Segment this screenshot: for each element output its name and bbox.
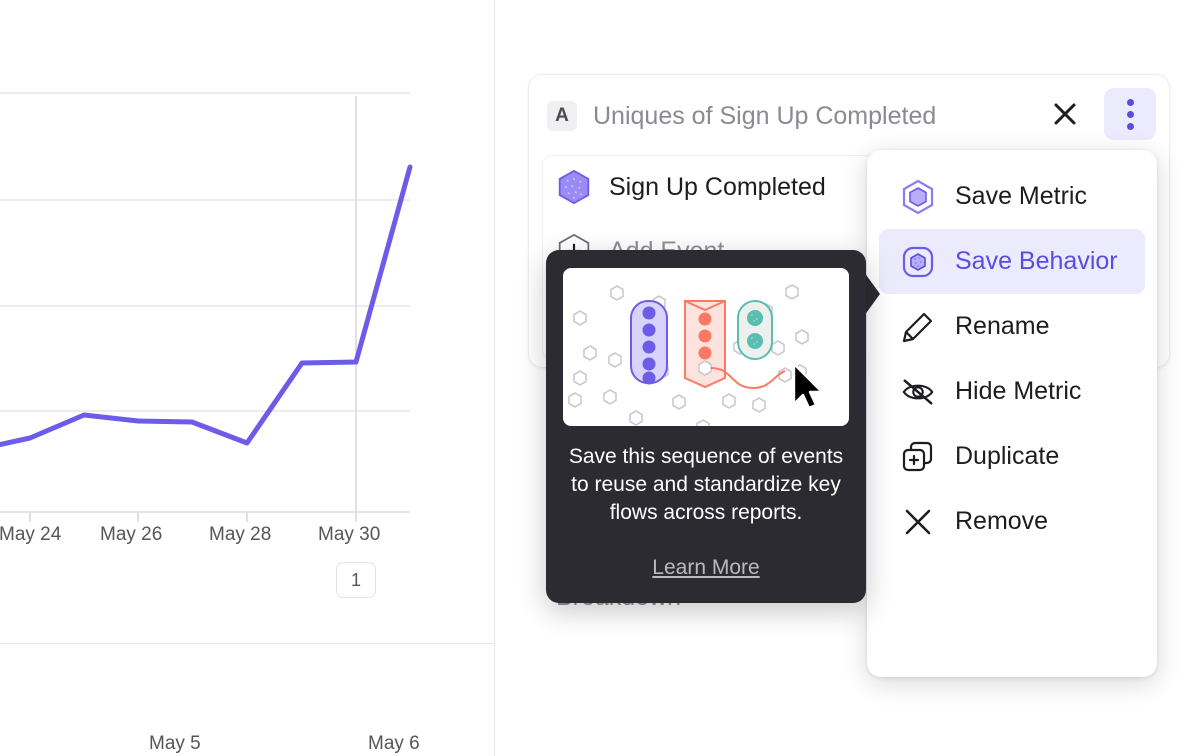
pagination-page-1[interactable]: 1 — [336, 562, 376, 598]
menu-item-label: Hide Metric — [955, 377, 1082, 405]
menu-item-save-metric[interactable]: Save Metric — [879, 164, 1145, 229]
line-chart — [0, 92, 413, 522]
close-metric-button[interactable] — [1045, 96, 1085, 136]
kebab-dot-icon — [1126, 98, 1134, 106]
metric-title: Uniques of Sign Up Completed — [593, 102, 937, 130]
behavior-sequence-illustration — [563, 268, 849, 426]
pagination-page-label: 1 — [350, 569, 361, 590]
duplicate-icon — [901, 440, 935, 474]
x-tick-label-2: May 28 — [209, 524, 272, 545]
menu-item-save-behavior[interactable]: Save Behavior — [879, 229, 1145, 294]
mouse-cursor — [790, 362, 830, 419]
learn-more-link[interactable]: Learn More — [652, 556, 760, 579]
menu-item-label: Save Behavior — [955, 247, 1118, 275]
bottom-axis-label-0: May 5 — [149, 733, 201, 754]
menu-item-duplicate[interactable]: Duplicate — [879, 424, 1145, 489]
chart-x-ticks — [29, 512, 357, 522]
series-letter-label: A — [555, 105, 569, 126]
kebab-dot-icon — [1126, 110, 1134, 118]
chart-gridlines — [0, 92, 410, 513]
menu-item-label: Save Metric — [955, 182, 1087, 210]
eye-off-icon — [901, 375, 935, 409]
pane-horizontal-divider — [0, 643, 494, 644]
save-behavior-tooltip: Save this sequence of events to reuse an… — [546, 250, 866, 603]
menu-item-label: Remove — [955, 507, 1049, 535]
kebab-dot-icon — [1126, 122, 1134, 130]
chart-series-line — [0, 164, 413, 448]
tooltip-arrow — [864, 272, 880, 316]
menu-item-hide-metric[interactable]: Hide Metric — [879, 359, 1145, 424]
metric-card-header: A Uniques of Sign Up Completed — [529, 75, 1171, 156]
behavior-icon — [901, 245, 935, 279]
menu-item-rename[interactable]: Rename — [879, 294, 1145, 359]
x-tick-label-0: May 24 — [0, 524, 62, 545]
close-x-icon — [901, 505, 935, 539]
x-tick-label-1: May 26 — [100, 524, 163, 545]
hexagon-outline-icon — [901, 179, 935, 214]
event-label: Sign Up Completed — [609, 172, 826, 201]
hexagon-icon — [557, 169, 591, 205]
pane-vertical-divider — [494, 0, 495, 756]
event-row[interactable]: Sign Up Completed — [557, 169, 826, 205]
menu-item-label: Duplicate — [955, 442, 1060, 470]
more-options-button[interactable] — [1104, 88, 1156, 140]
x-tick-label-3: May 30 — [318, 524, 381, 545]
metric-context-menu: Save Metric Save Behavior — [867, 150, 1157, 677]
close-icon — [1051, 100, 1079, 133]
tooltip-body-text: Save this sequence of events to reuse an… — [568, 445, 844, 524]
series-letter-badge: A — [547, 101, 577, 131]
metric-chart-pane: May 24 May 26 May 28 May 30 1 May 5 May … — [0, 0, 495, 756]
pencil-icon — [901, 310, 935, 344]
menu-item-label: Rename — [955, 312, 1050, 340]
bottom-axis-label-1: May 6 — [368, 733, 420, 754]
menu-item-remove[interactable]: Remove — [879, 489, 1145, 554]
